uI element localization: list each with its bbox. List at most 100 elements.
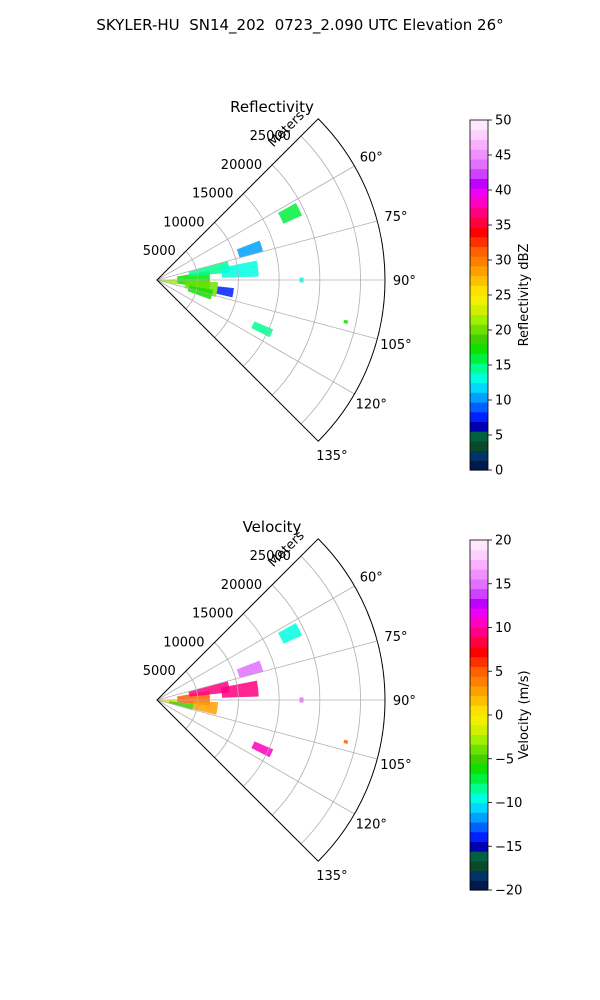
colorbar-tick-label: 5 <box>495 665 503 680</box>
colorbar-tick-label: −10 <box>495 796 522 811</box>
colorbar-segment <box>470 382 488 393</box>
colorbar-segment <box>470 129 488 141</box>
colorbar-segment <box>470 197 488 209</box>
chart-title: Reflectivity <box>230 98 314 116</box>
angle-tick-label: 135° <box>316 869 347 884</box>
colorbar-segment <box>470 715 488 726</box>
angle-tick-label: 105° <box>380 338 411 353</box>
colorbar-tick-label: 15 <box>495 577 512 592</box>
range-tick-label: 5000 <box>143 244 176 259</box>
colorbar-segment <box>470 421 488 432</box>
angle-tick-label: 120° <box>356 818 387 833</box>
azimuth-gridline <box>156 699 355 815</box>
echo-region <box>192 701 219 715</box>
colorbar-segment <box>470 705 488 716</box>
colorbar-segment <box>470 401 488 413</box>
colorbar-segment <box>470 275 488 286</box>
colorbar-segment <box>470 440 488 452</box>
angle-tick-label: 90° <box>393 694 416 709</box>
echo-region <box>343 739 349 744</box>
colorbar-segment <box>470 188 488 199</box>
colorbar-tick-label: 40 <box>495 184 512 199</box>
echo-region <box>216 286 234 298</box>
colorbar-segment <box>470 304 488 316</box>
echo-region <box>188 681 230 697</box>
angle-tick-label: 60° <box>360 150 383 165</box>
colorbar-tick-label: −20 <box>495 884 522 899</box>
colorbar-tick-label: 30 <box>495 254 512 269</box>
colorbar-segment <box>470 431 488 442</box>
angle-tick-label: 135° <box>316 449 347 464</box>
sector-frame <box>156 538 386 862</box>
colorbar-tick-label: 35 <box>495 219 512 234</box>
colorbar-segment <box>470 841 488 852</box>
colorbar-segment <box>470 617 488 629</box>
echo-region <box>187 285 214 300</box>
echo-region <box>343 319 349 324</box>
colorbar-segment <box>470 540 488 551</box>
colorbar-segment <box>470 880 488 891</box>
chart-title: Velocity <box>243 518 302 536</box>
range-tick-label: 25000 <box>250 549 291 564</box>
colorbar-tick-label: 5 <box>495 429 503 444</box>
echo-region <box>251 321 274 338</box>
range-tick-label: 10000 <box>163 635 204 650</box>
angle-tick-label: 75° <box>384 630 407 645</box>
angle-tick-label: 90° <box>393 274 416 289</box>
colorbar-segment <box>470 265 488 277</box>
angle-tick-label: 60° <box>360 570 383 585</box>
colorbar-segment <box>470 792 488 804</box>
colorbar-tick-label: −15 <box>495 840 522 855</box>
colorbar-segment <box>470 549 488 561</box>
colorbar-segment <box>470 569 488 580</box>
figure-title: SKYLER-HU SN14_202 0723_2.090 UTC Elevat… <box>96 16 504 34</box>
colorbar-segment <box>470 559 488 570</box>
azimuth-gridline <box>156 640 378 701</box>
azimuth-gridline <box>156 699 378 760</box>
colorbar-segment <box>470 149 488 160</box>
azimuth-gridline <box>156 165 355 281</box>
colorbar-segment <box>470 353 488 364</box>
colorbar: −20 −15 −10 −5 0 5 10 15 20 Velocity (m/s) <box>469 534 532 899</box>
colorbar-tick-label: 15 <box>495 359 512 374</box>
colorbar-segment <box>470 168 488 179</box>
colorbar-segment <box>470 812 488 823</box>
colorbar-segment <box>470 773 488 784</box>
range-tick-label: 20000 <box>221 158 262 173</box>
colorbar-segment <box>470 372 488 384</box>
colorbar-tick-label: 10 <box>495 394 512 409</box>
colorbar-tick-label: 45 <box>495 149 512 164</box>
echo-region <box>278 203 303 224</box>
colorbar-segment <box>470 411 488 422</box>
colorbar-segment <box>470 256 488 267</box>
colorbar-segment <box>470 314 488 325</box>
angle-tick-label: 120° <box>356 398 387 413</box>
azimuth-gridline <box>156 279 378 340</box>
colorbar-segment <box>470 226 488 238</box>
colorbar-segment <box>470 120 488 131</box>
colorbar-segment <box>470 870 488 881</box>
echo-region <box>220 680 259 698</box>
colorbar-segment <box>470 217 488 228</box>
colorbar-segment <box>470 343 488 354</box>
colorbar-segment <box>470 450 488 461</box>
azimuth-gridline <box>156 279 355 395</box>
echo-layer <box>157 623 349 758</box>
echo-region <box>251 741 274 758</box>
chart-panel-velocity: Velocity500010000150002000025000Meters60… <box>143 518 532 899</box>
colorbar-segment <box>470 763 488 774</box>
colorbar-segment <box>470 646 488 658</box>
colorbar-segment <box>470 656 488 667</box>
angle-tick-label: 105° <box>380 758 411 773</box>
range-tick-label: 5000 <box>143 664 176 679</box>
colorbar-segment <box>470 802 488 813</box>
sector-frame <box>156 118 386 442</box>
colorbar-tick-label: −5 <box>495 752 514 767</box>
colorbar-segment <box>470 588 488 599</box>
echo-region <box>220 260 259 278</box>
colorbar-segment <box>470 295 488 306</box>
colorbar-segment <box>470 734 488 745</box>
chart-panel-reflectivity: Reflectivity500010000150002000025000Mete… <box>143 98 532 479</box>
range-tick-label: 15000 <box>192 187 233 202</box>
colorbar-segment <box>470 860 488 872</box>
